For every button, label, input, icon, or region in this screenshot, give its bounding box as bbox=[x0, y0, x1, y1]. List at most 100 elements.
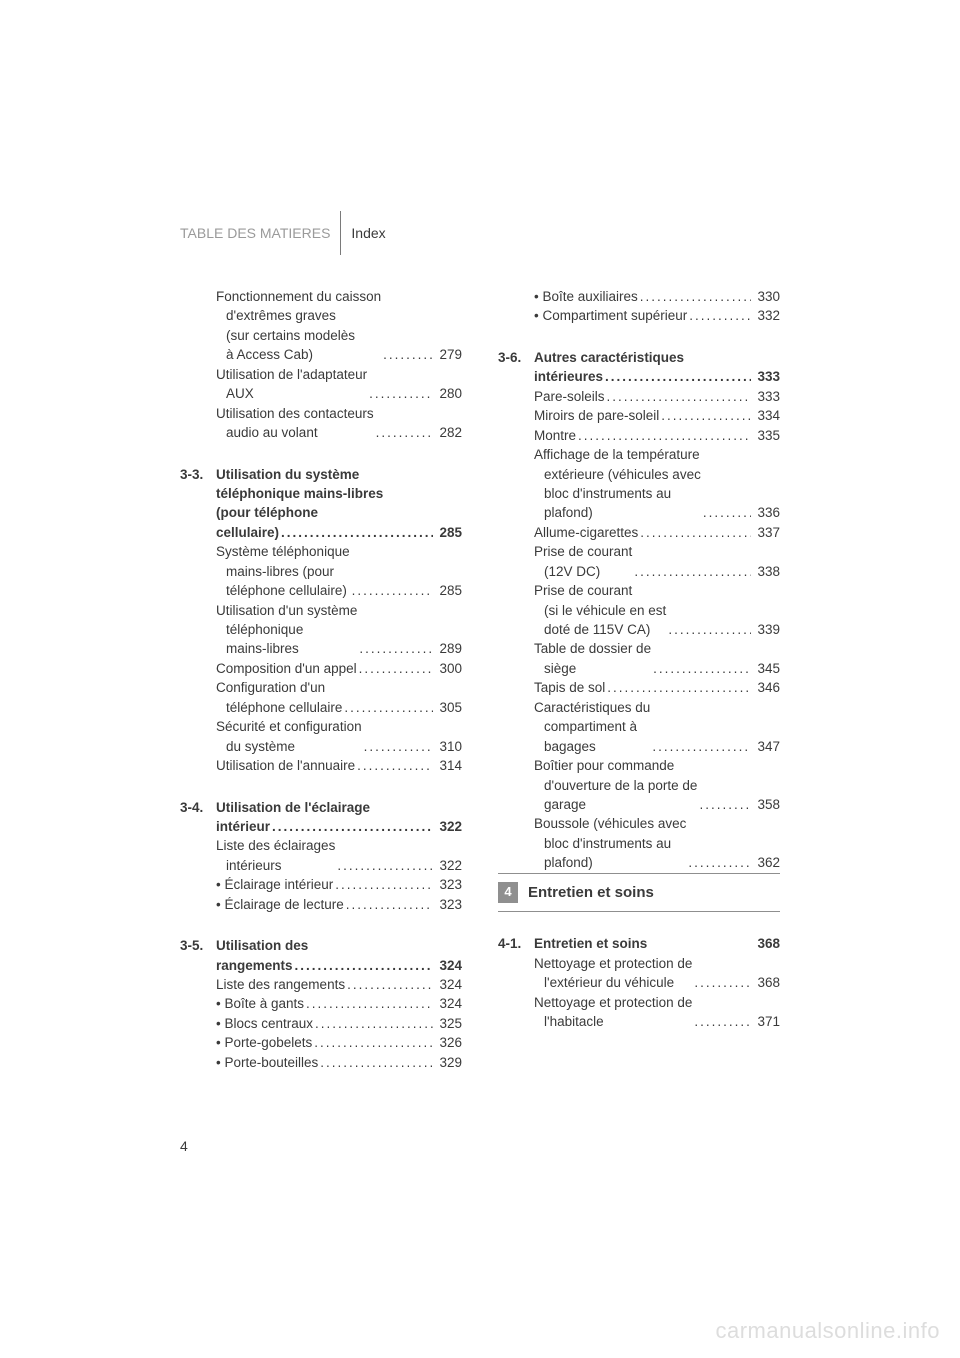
chapter-number-chip: 4 bbox=[498, 882, 518, 903]
toc-section-title: Utilisation du système téléphonique main… bbox=[216, 465, 462, 523]
toc-entry-label: Liste des éclairages intérieurs bbox=[216, 836, 335, 875]
toc-dots bbox=[692, 1012, 751, 1031]
toc-dots bbox=[650, 737, 751, 756]
toc-entry: Miroirs de pare-soleil 334 bbox=[534, 406, 780, 425]
toc-entry-label: Liste des rangements bbox=[216, 975, 345, 994]
toc-entry-label: Utilisation des contacteurs audio au vol… bbox=[216, 404, 374, 443]
toc-entry-label: • Boîte auxiliaires bbox=[534, 287, 638, 306]
toc-dots bbox=[374, 423, 434, 442]
toc-entry-page: 325 bbox=[439, 1014, 462, 1033]
toc-dots bbox=[638, 287, 752, 306]
toc-entry-label: Fonctionnement du caisson d'extrêmes gra… bbox=[216, 287, 381, 365]
toc-section-number: 3-6. bbox=[498, 348, 534, 367]
toc-entry: Système téléphonique mains-libres (pour … bbox=[216, 542, 462, 600]
toc-dots bbox=[342, 698, 433, 717]
toc-entry-label: • Porte-gobelets bbox=[216, 1033, 312, 1052]
toc-dots bbox=[333, 875, 433, 894]
toc-entry-label: Configuration d'un téléphone cellulaire bbox=[216, 678, 342, 717]
toc-section-head: 3-6. Autres caractéristiques bbox=[498, 348, 780, 367]
toc-section-number: 3-5. bbox=[180, 936, 216, 955]
toc-entry-label: Sécurité et configuration du système bbox=[216, 717, 362, 756]
toc-dots bbox=[362, 737, 434, 756]
page-content: TABLE DES MATIERES Index Fonctionnement … bbox=[180, 225, 780, 1072]
toc-entry-label: Caractéristiques du compartiment à bagag… bbox=[534, 698, 650, 756]
toc-entry-page: 345 bbox=[757, 659, 780, 678]
toc-entry-page: 322 bbox=[439, 856, 462, 875]
toc-entry-label: • Compartiment supérieur bbox=[534, 306, 687, 325]
toc-columns: Fonctionnement du caisson d'extrêmes gra… bbox=[180, 287, 780, 1072]
toc-entry: Table de dossier de siège 345 bbox=[534, 639, 780, 678]
toc-dots bbox=[701, 503, 752, 522]
toc-entry-page: 324 bbox=[439, 956, 462, 975]
toc-entry-page: 347 bbox=[757, 737, 780, 756]
toc-column-left: Fonctionnement du caisson d'extrêmes gra… bbox=[180, 287, 462, 1072]
toc-entry-page: 282 bbox=[439, 423, 462, 442]
toc-dots bbox=[304, 994, 433, 1013]
toc-column-right: • Boîte auxiliaires 330 • Compartiment s… bbox=[498, 287, 780, 1072]
toc-entry: • Boîte à gants 324 bbox=[216, 994, 462, 1013]
toc-entry-page: 334 bbox=[757, 406, 780, 425]
toc-section-title-cont: intérieures 333 bbox=[534, 367, 780, 386]
toc-entry: Affichage de la température extérieure (… bbox=[534, 445, 780, 523]
toc-dots bbox=[576, 426, 751, 445]
toc-dots bbox=[605, 678, 751, 697]
toc-dots bbox=[666, 620, 751, 639]
toc-dots bbox=[638, 523, 751, 542]
toc-entry: Boussole (véhicules avec bloc d'instrume… bbox=[534, 814, 780, 872]
watermark: carmanualsonline.info bbox=[715, 1318, 940, 1344]
toc-entry-label: • Blocs centraux bbox=[216, 1014, 313, 1033]
toc-dots bbox=[357, 639, 433, 658]
toc-entry-page: 338 bbox=[757, 562, 780, 581]
toc-entry-page: 322 bbox=[439, 817, 462, 836]
toc-entry-label: Nettoyage et protection de l'habitacle bbox=[534, 993, 692, 1032]
toc-entry-page: 333 bbox=[757, 367, 780, 386]
toc-dots bbox=[312, 1033, 433, 1052]
toc-entry: • Porte-bouteilles 329 bbox=[216, 1053, 462, 1072]
toc-dots bbox=[270, 817, 433, 836]
chapter-bar: 4 Entretien et soins bbox=[498, 882, 780, 904]
toc-entry-page: 337 bbox=[757, 523, 780, 542]
toc-dots bbox=[293, 956, 434, 975]
toc-entry: Liste des éclairages intérieurs 322 bbox=[216, 836, 462, 875]
toc-entry-label: Boussole (véhicules avec bloc d'instrume… bbox=[534, 814, 686, 872]
toc-entry-page: 324 bbox=[439, 994, 462, 1013]
toc-entry-page: 362 bbox=[757, 853, 780, 872]
toc-dots bbox=[313, 1014, 433, 1033]
toc-entry: Sécurité et configuration du système 310 bbox=[216, 717, 462, 756]
chapter-block: 4 Entretien et soins bbox=[498, 873, 780, 913]
toc-entry-label: rangements bbox=[216, 956, 293, 975]
toc-section-title: Utilisation de l'éclairage bbox=[216, 798, 462, 817]
toc-entry-page: 336 bbox=[757, 503, 780, 522]
toc-dots bbox=[355, 756, 433, 775]
toc-dots bbox=[697, 795, 751, 814]
toc-entry-label: Utilisation d'un système téléphonique ma… bbox=[216, 601, 357, 659]
toc-entry-page: 368 bbox=[757, 973, 780, 992]
chapter-rule bbox=[498, 873, 780, 874]
toc-entry-label: • Éclairage de lecture bbox=[216, 895, 344, 914]
toc-entry-label: Composition d'un appel bbox=[216, 659, 357, 678]
toc-entry-page: 314 bbox=[439, 756, 462, 775]
toc-entry-page: 330 bbox=[757, 287, 780, 306]
toc-entry-label: intérieur bbox=[216, 817, 270, 836]
toc-section-title: Autres caractéristiques bbox=[534, 348, 780, 367]
toc-section-title-cont: rangements 324 bbox=[216, 956, 462, 975]
toc-entry-label: Tapis de sol bbox=[534, 678, 605, 697]
toc-entry-label: • Éclairage intérieur bbox=[216, 875, 333, 894]
toc-entry-page: 329 bbox=[439, 1053, 462, 1072]
toc-entry-page: 333 bbox=[757, 387, 780, 406]
toc-dots bbox=[335, 856, 433, 875]
toc-section-head: 3-5. Utilisation des bbox=[180, 936, 462, 955]
toc-entry: Caractéristiques du compartiment à bagag… bbox=[534, 698, 780, 756]
toc-entry: Prise de courant (12V DC) 338 bbox=[534, 542, 780, 581]
toc-entry-label: Nettoyage et protection de l'extérieur d… bbox=[534, 954, 692, 993]
toc-entry-page: 280 bbox=[439, 384, 462, 403]
toc-dots bbox=[632, 562, 751, 581]
toc-entry: Nettoyage et protection de l'extérieur d… bbox=[534, 954, 780, 993]
toc-entry-page: 279 bbox=[439, 345, 462, 364]
toc-entry: Prise de courant (si le véhicule en est … bbox=[534, 581, 780, 639]
toc-entry: • Éclairage de lecture 323 bbox=[216, 895, 462, 914]
toc-entry-label: Boîtier pour commande d'ouverture de la … bbox=[534, 756, 697, 814]
toc-section-number: 4-1. bbox=[498, 934, 534, 953]
toc-entry-label: Pare-soleils bbox=[534, 387, 605, 406]
toc-dots bbox=[318, 1053, 433, 1072]
